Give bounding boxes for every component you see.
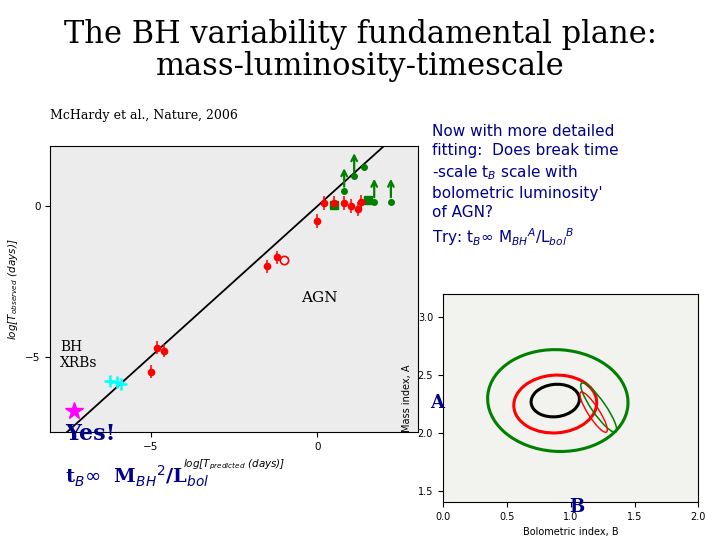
Y-axis label: Mass index, A: Mass index, A	[402, 364, 412, 432]
Text: A: A	[430, 394, 444, 411]
Text: The BH variability fundamental plane:: The BH variability fundamental plane:	[63, 19, 657, 50]
Y-axis label: log[$T_{observed}$ (days)]: log[$T_{observed}$ (days)]	[6, 238, 19, 340]
X-axis label: Bolometric index, B: Bolometric index, B	[523, 528, 618, 537]
Text: mass-luminosity-timescale: mass-luminosity-timescale	[156, 51, 564, 82]
Text: XRBs: XRBs	[60, 356, 98, 370]
Text: Now with more detailed
fitting:  Does break time
-scale t$_B$ scale with
bolomet: Now with more detailed fitting: Does bre…	[432, 124, 618, 248]
Text: McHardy et al., Nature, 2006: McHardy et al., Nature, 2006	[50, 109, 238, 122]
Text: t$_B\infty$  M$_{BH}$$^2$/L$_{bol}$: t$_B\infty$ M$_{BH}$$^2$/L$_{bol}$	[65, 464, 209, 489]
X-axis label: log[$T_{predicted}$ (days)]: log[$T_{predicted}$ (days)]	[183, 457, 285, 471]
Text: Yes!: Yes!	[65, 423, 115, 445]
Text: AGN: AGN	[301, 292, 337, 306]
Text: BH: BH	[60, 340, 83, 354]
Text: B: B	[569, 498, 584, 516]
